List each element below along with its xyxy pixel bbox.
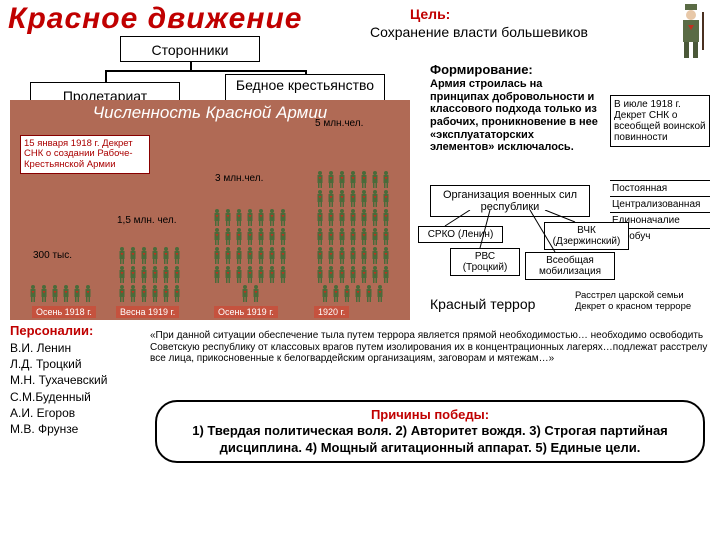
army-chart: Численность Красной Армии 15 января 1918… <box>10 100 410 320</box>
org-rvs: РВС (Троцкий) <box>450 248 520 276</box>
org-srko: СРКО (Ленин) <box>418 226 503 243</box>
page-title: Красное движение <box>8 2 303 36</box>
tree-line <box>190 62 192 70</box>
formation-heading: Формирование: <box>430 62 533 77</box>
tree-line <box>105 70 107 82</box>
victory-body: 1) Твердая политическая воля. 2) Авторит… <box>192 423 668 454</box>
soldier-icon <box>667 0 715 60</box>
tree-line <box>305 70 307 74</box>
tree-root: Сторонники <box>120 36 260 62</box>
decree-right: В июле 1918 г. Декрет СНК о всеобщей вои… <box>610 95 710 147</box>
org-vchk: ВЧК (Дзержинский) <box>544 222 629 250</box>
tree-line <box>105 70 305 72</box>
formation-text: Армия строилась на принципах добровольно… <box>430 78 600 154</box>
victory-box: Причины победы: 1) Твердая политическая … <box>155 400 705 463</box>
terror-heading: Красный террор <box>430 296 535 312</box>
personalities-list: В.И. ЛенинЛ.Д. ТроцкийМ.Н. ТухачевскийС.… <box>10 340 107 437</box>
org-mobil: Всеобщая мобилизация <box>525 252 615 280</box>
goal-heading: Цель: <box>410 6 450 22</box>
goal-text: Сохранение власти большевиков <box>370 24 670 40</box>
chart-decree: 15 января 1918 г. Декрет СНК о создании … <box>20 135 150 174</box>
terror-right: Расстрел царской семьи Декрет о красном … <box>575 290 715 313</box>
victory-heading: Причины победы: <box>371 407 489 422</box>
org-root: Организация военных сил республики <box>430 185 590 217</box>
terror-quote: «При данной ситуации обеспечение тыла пу… <box>150 330 710 365</box>
personalities-heading: Персоналии: <box>10 323 93 338</box>
